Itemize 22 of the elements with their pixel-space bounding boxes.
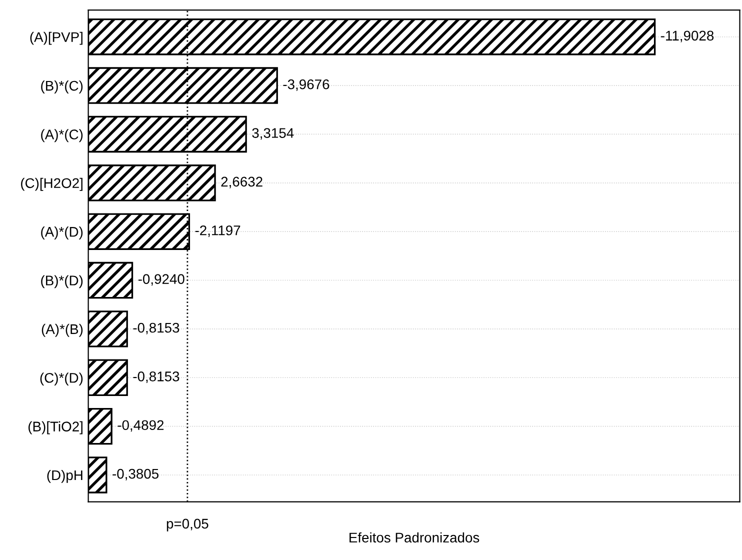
annotation: -2,1197	[195, 225, 240, 237]
y-tick-label: (B)[TiO2]	[28, 421, 82, 434]
y-tick-label: (A)*(D)	[41, 226, 83, 240]
text: p=0,05	[166, 518, 208, 532]
y-tick-label: (A)*(B)	[42, 324, 83, 337]
y-tick-label: (C)*(D)	[40, 372, 83, 386]
x-axis-title: Efeitos Padronizados	[350, 532, 480, 543]
y-tick-label: (B)*(D)	[41, 275, 83, 288]
annotation: -0,9240	[138, 274, 184, 286]
annotation: 3,3154	[252, 128, 294, 140]
annotation: -0,8153	[133, 372, 180, 383]
annotation: -11,9028	[660, 30, 714, 42]
y-tick-label: (A)*(C)	[41, 129, 83, 142]
y-tick-label: (C)[H2O2]	[21, 178, 82, 191]
y-tick-label: (B)*(C)	[41, 80, 83, 94]
annotation: -0,3805	[112, 468, 159, 480]
annotation: -0,8153	[133, 322, 180, 334]
annotation: -0,4892	[118, 420, 164, 432]
annotation: -3,9676	[283, 79, 330, 91]
y-tick-label: (A)[PVP]	[30, 32, 82, 45]
annotation: 2,6632	[221, 176, 262, 188]
y-tick-label: (D)pH	[47, 470, 82, 483]
